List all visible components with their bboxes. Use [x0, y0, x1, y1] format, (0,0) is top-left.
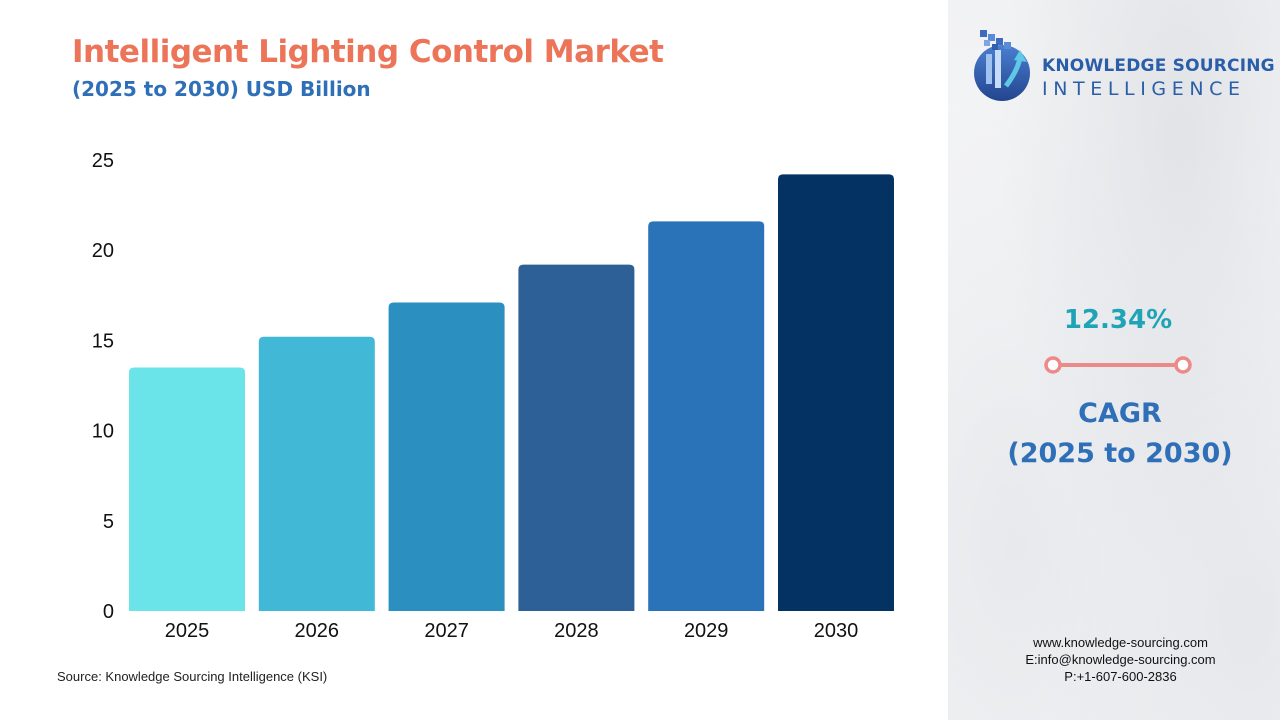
contact-website[interactable]: www.knowledge-sourcing.com: [1033, 635, 1208, 650]
bar-2028: [518, 264, 635, 611]
bar-2025: [129, 367, 245, 611]
chart-subtitle: (2025 to 2030) USD Billion: [72, 77, 371, 101]
cagr-divider: [1044, 356, 1192, 374]
x-tick-label: 2025: [165, 620, 210, 642]
x-tick-label: 2030: [814, 620, 859, 642]
logo-text-secondary: INTELLIGENCE: [1042, 78, 1246, 100]
source-note: Source: Knowledge Sourcing Intelligence …: [57, 669, 328, 684]
y-tick-label: 20: [92, 240, 114, 262]
x-tick-label: 2026: [295, 620, 340, 642]
bar-2027: [388, 302, 505, 611]
y-tick-label: 10: [92, 421, 114, 443]
cagr-label: CAGR (2025 to 2030): [948, 394, 1280, 474]
y-tick-label: 0: [103, 601, 114, 623]
cagr-label-line1: CAGR: [1078, 398, 1162, 429]
bar-2029: [648, 221, 765, 611]
chart-title: Intelligent Lighting Control Market: [72, 34, 664, 70]
company-logo: KNOWLEDGE SOURCING INTELLIGENCE: [972, 28, 1275, 108]
x-tick-label: 2029: [684, 620, 729, 642]
info-panel: KNOWLEDGE SOURCING INTELLIGENCE 12.34% C…: [948, 0, 1280, 720]
y-tick-label: 15: [92, 330, 114, 352]
contact-info: www.knowledge-sourcing.com E:info@knowle…: [948, 634, 1280, 685]
logo-mark-icon: [974, 30, 1030, 101]
cagr-value: 12.34%: [1063, 305, 1173, 335]
contact-phone: P:+1-607-600-2836: [1064, 669, 1177, 684]
x-tick-label: 2028: [554, 620, 599, 642]
bar-2026: [258, 336, 375, 611]
logo-text-primary: KNOWLEDGE SOURCING: [1042, 56, 1275, 76]
x-tick-label: 2027: [424, 620, 469, 642]
y-tick-label: 25: [92, 150, 114, 172]
contact-email[interactable]: E:info@knowledge-sourcing.com: [1025, 652, 1216, 667]
bar-2030: [778, 174, 894, 611]
cagr-label-line2: (2025 to 2030): [1007, 438, 1233, 469]
y-tick-label: 5: [103, 511, 114, 533]
chart-panel: Intelligent Lighting Control Market (202…: [57, 34, 894, 684]
